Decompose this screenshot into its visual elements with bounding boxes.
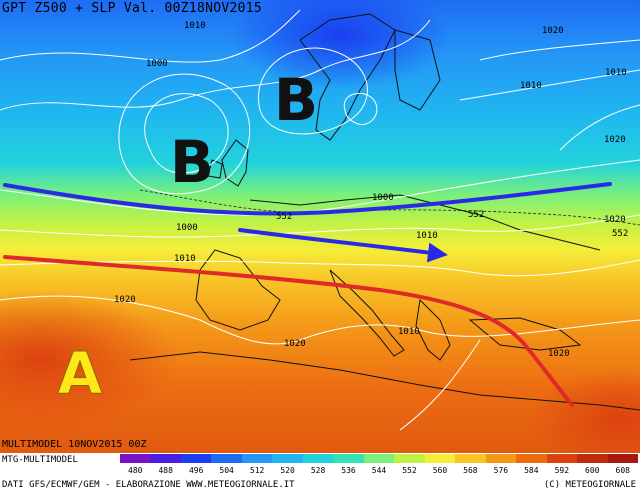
low-label: B [274, 66, 318, 134]
scale-value-label: 568 [463, 466, 478, 475]
scale-swatch [424, 454, 456, 463]
isobar-label: 1020 [604, 135, 626, 145]
blue-jet-axis [3, 182, 612, 216]
forecast-map: B B A 1010 1000 1010 1020 1010 1000 1010… [0, 0, 640, 453]
coastline-britain [221, 139, 249, 187]
color-scale-labels: 480 488 496 504 512 520 528 536 544 552 560 568 576 5… [120, 466, 638, 475]
high-label: A [58, 339, 103, 407]
isobar [0, 9, 301, 63]
isobar [0, 214, 640, 238]
coastline-finland [394, 29, 441, 111]
scale-swatch [333, 454, 364, 463]
isobar-label: 1010 [520, 81, 542, 91]
coastline-balkans [415, 298, 451, 361]
scale-swatch [607, 454, 638, 463]
isobar [0, 159, 640, 216]
source-info: DATI GFS/ECMWF/GEM - ELABORAZIONE WWW.ME… [2, 480, 295, 490]
coastline-turkey [468, 317, 582, 351]
scale-value-label: 592 [554, 466, 570, 475]
z500-label: 552 [276, 212, 292, 222]
high-pressure-core [0, 290, 180, 430]
pressure-centers: B B A [57, 66, 318, 408]
scale-value-label: 600 [585, 466, 600, 475]
scale-value-label: 488 [158, 466, 173, 475]
jet-axes [3, 182, 612, 407]
scale-swatch [302, 454, 334, 463]
isobar-label: 1010 [416, 231, 438, 241]
scale-value-label: 560 [432, 466, 448, 475]
scale-swatch [180, 454, 212, 463]
scale-swatch [394, 454, 425, 463]
scale-value-label: 512 [249, 466, 265, 475]
z500-label: 552 [612, 229, 628, 239]
scale-value-label: 496 [188, 466, 204, 475]
isobar-label: 1020 [284, 339, 306, 349]
isobar-label: 1010 [605, 68, 627, 78]
scale-swatch [485, 454, 517, 463]
scale-value-label: 608 [615, 466, 630, 475]
scale-swatch [241, 454, 273, 463]
isobar [479, 39, 640, 61]
z500-label: 552 [468, 210, 484, 220]
scale-value-label: 552 [402, 466, 417, 475]
coastline-scandinavia [299, 13, 396, 141]
scale-swatch [577, 454, 608, 463]
isobar [0, 259, 640, 277]
scale-swatch [516, 454, 547, 463]
scale-swatch [272, 454, 303, 463]
high-pressure-core-east [530, 370, 640, 453]
scale-swatch [211, 454, 242, 463]
model-info: MTG-MULTIMODEL [2, 455, 78, 465]
isobar-low-center [343, 92, 378, 126]
isobar [559, 104, 640, 151]
coastline-iberia [195, 249, 281, 331]
scale-swatch [455, 454, 486, 463]
scale-swatch [120, 454, 151, 463]
isobar-label: 1020 [114, 295, 136, 305]
run-info: MULTIMODEL 10NOV2015 00Z [2, 439, 147, 450]
isobar [399, 339, 481, 431]
low-label: B [170, 128, 214, 196]
coastline-italy [329, 269, 405, 357]
isobar [0, 295, 640, 345]
isobar-label: 1020 [542, 26, 564, 36]
scale-value-label: 576 [493, 466, 509, 475]
scale-swatch [546, 454, 578, 463]
scale-value-label: 536 [341, 466, 356, 475]
isobar-labels: 1010 1000 1010 1020 1010 1000 1010 1020 … [114, 21, 627, 359]
isobar-low-ring [258, 47, 368, 135]
red-jet-axis [3, 255, 574, 407]
scale-value-label: 504 [219, 466, 234, 475]
blue-flow-arrow [238, 228, 448, 263]
isobar-label: 1000 [372, 193, 394, 203]
copyright-info: (C) METEOGIORNALE [543, 480, 636, 490]
coastline-north-africa [129, 351, 640, 411]
isobar-label: 1010 [398, 327, 420, 337]
isobar-label: 1010 [174, 254, 196, 264]
map-title: GPT Z500 + SLP Val. 00Z18NOV2015 [2, 1, 263, 16]
scale-value-label: 480 [128, 466, 143, 475]
scale-swatch [150, 454, 181, 463]
isobar-label: 1020 [548, 349, 570, 359]
isobar-label: 1020 [604, 215, 626, 225]
isobar-label: 1010 [184, 21, 206, 31]
isobars [0, 9, 640, 431]
scale-swatch [363, 454, 395, 463]
isobar-label: 1000 [176, 223, 198, 233]
isobar-low-ring [118, 73, 251, 195]
scale-value-label: 584 [524, 466, 539, 475]
geopotential-552-contour [139, 189, 640, 226]
isobar [459, 69, 640, 101]
isobar [0, 19, 431, 111]
isobar-low-center [144, 93, 229, 174]
isobar-label: 1000 [146, 59, 168, 69]
scale-value-label: 544 [371, 466, 387, 475]
z552-line [139, 189, 640, 226]
color-scale-bar [120, 454, 638, 463]
scale-value-label: 528 [310, 466, 326, 475]
coastline-ireland [207, 159, 223, 179]
geopotential-labels: 552 552 552 [276, 210, 628, 239]
scale-value-label: 520 [280, 466, 295, 475]
